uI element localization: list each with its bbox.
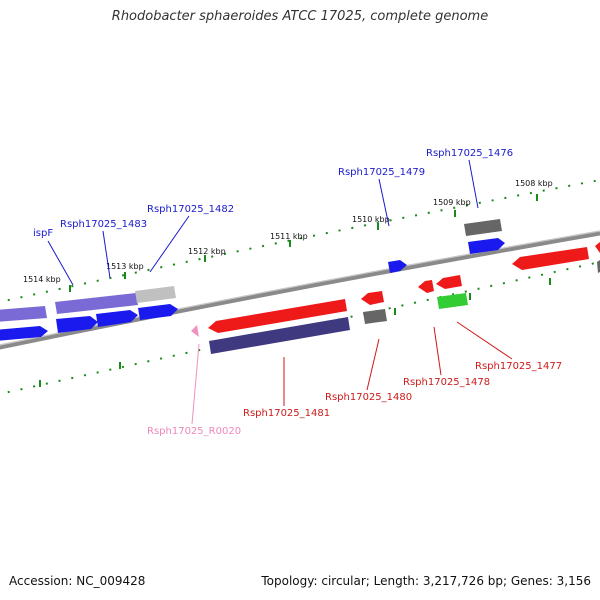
- kbp-label-1509: 1509 kbp: [433, 198, 471, 207]
- label-Rsph17025-1476[interactable]: Rsph17025_1476: [426, 148, 513, 159]
- map-title: Rhodobacter sphaeroides ATCC 17025, comp…: [111, 9, 489, 24]
- outer-major-ticks: [69, 194, 538, 292]
- kbp-label-1512: 1512 kbp: [188, 247, 226, 256]
- genome-backbone: [0, 230, 600, 350]
- accession-text: Accession: NC_009428: [9, 574, 146, 588]
- label-ispF[interactable]: ispF: [33, 228, 53, 239]
- minus-leader-lines: [283, 321, 513, 406]
- gene-Rsph17025-1482[interactable]: [96, 286, 178, 327]
- gene-ispF[interactable]: [0, 306, 48, 341]
- gene-Rsph17025-1478[interactable]: [418, 280, 468, 309]
- label-Rsph17025-1480[interactable]: Rsph17025_1480: [325, 392, 412, 403]
- kbp-label-1508: 1508 kbp: [515, 179, 553, 188]
- label-Rsph17025-1478[interactable]: Rsph17025_1478: [403, 377, 490, 388]
- outer-scale-arc: [0, 179, 600, 303]
- gene-Rsph17025-1483[interactable]: [55, 293, 138, 333]
- gene-Rsph17025-1481[interactable]: [208, 299, 350, 354]
- gene-Rsph17025-R0020[interactable]: [191, 325, 199, 337]
- gene-Rsph17025-1476[interactable]: [464, 219, 505, 254]
- inner-scale-arc: [0, 261, 600, 395]
- label-Rsph17025-1483[interactable]: Rsph17025_1483: [60, 219, 147, 230]
- topology-text: Topology: circular; Length: 3,217,726 bp…: [261, 574, 591, 588]
- label-Rsph17025-R0020[interactable]: Rsph17025_R0020: [147, 426, 241, 437]
- kbp-label-1513: 1513 kbp: [106, 262, 144, 271]
- kbp-label-1514: 1514 kbp: [23, 275, 61, 284]
- plus-leader-lines: [47, 159, 479, 286]
- kbp-label-1510: 1510 kbp: [352, 215, 390, 224]
- kbp-label-1511: 1511 kbp: [270, 232, 308, 241]
- gene-Rsph17025-1477[interactable]: [436, 242, 600, 289]
- label-Rsph17025-1482[interactable]: Rsph17025_1482: [147, 204, 234, 215]
- label-Rsph17025-1477[interactable]: Rsph17025_1477: [475, 361, 562, 372]
- gene-Rsph17025-1479[interactable]: [388, 260, 407, 273]
- label-Rsph17025-1481[interactable]: Rsph17025_1481: [243, 408, 330, 419]
- gene-Rsph17025-1480[interactable]: [361, 291, 387, 324]
- label-Rsph17025-1479[interactable]: Rsph17025_1479: [338, 167, 425, 178]
- rna-leader-line: [191, 343, 200, 425]
